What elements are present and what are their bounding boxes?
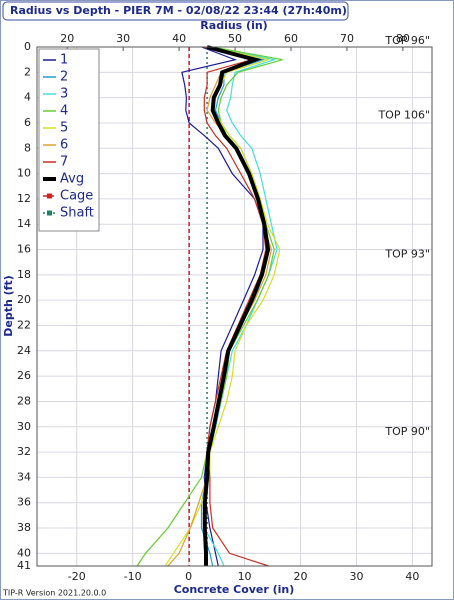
y-tick-label: 38 [17,521,31,534]
series-line [136,46,283,567]
x-tick-label-top: 20 [60,32,74,45]
legend-marker [47,193,52,199]
footer: TIP-R Version 2021.20.0.0 [2,589,106,598]
y-tick-label: 22 [17,318,31,331]
y-tick-label: 8 [24,141,31,154]
x2-tick-label: 10 [238,570,252,583]
annotation: TOP 90" [384,425,430,438]
y-tick-label: 40 [17,546,31,559]
x-tick-label-top: 40 [172,32,186,45]
annotation: TOP 96" [384,34,430,47]
x-tick-label-top: 50 [228,32,242,45]
x2-tick-label: 30 [349,570,363,583]
y-tick-label: 18 [17,268,31,281]
series-line [202,45,271,566]
series-line [181,46,264,567]
legend-label: 7 [60,155,68,170]
x-tick-label-top: 60 [284,32,298,45]
legend-box [38,48,100,232]
legend-label: 2 [60,70,68,85]
x2-tick-label: 0 [185,570,192,583]
legend-label: Avg [60,172,84,187]
x-axis-title-bottom: Concrete Cover (in) [174,583,295,596]
legend-label: 3 [60,87,68,102]
chart-title: Radius vs Depth - PIER 7M - 02/08/22 23:… [10,4,347,17]
x-axis-title-top: Radius (in) [200,19,267,32]
plot-border [36,46,433,567]
legend: 1 2 3 4 5 6 7 Avg Cage Shaft [38,48,100,232]
plot: TOP 96" TOP 106" TOP 93" TOP 90" [136,34,430,567]
x-tick-label-top: 80 [396,32,410,45]
x2-tick-label: -20 [68,570,86,583]
x2-tick-label: 20 [294,570,308,583]
y-tick-label: 14 [17,217,31,230]
y-tick-label: 12 [17,192,31,205]
x2-tick-label: 40 [405,570,419,583]
legend-label: Cage [60,189,93,204]
legend-label: 1 [60,53,68,68]
x-tick-label-top: 70 [340,32,354,45]
annotation: TOP 106" [377,108,430,121]
y-axis-title: Depth (ft) [2,275,15,336]
annotation: TOP 93" [384,248,430,261]
legend-label: 4 [60,104,68,119]
y-tick-label: 41 [17,559,31,572]
y-tick-label: 30 [17,420,31,433]
y-tick-label: 0 [24,40,31,53]
y-tick-label: 10 [17,167,31,180]
y-tick-label: 34 [17,470,31,483]
legend-label: 6 [60,138,68,153]
y-tick-label: 32 [17,445,31,458]
y-tick-label: 26 [17,369,31,382]
title-box [2,1,349,21]
legend-label: 5 [60,121,68,136]
y-tick-label: 24 [17,344,31,357]
x2-tick-label: -10 [124,570,142,583]
x-tick-label-top: 30 [116,32,130,45]
y-tick-label: 2 [24,65,31,78]
y-tick-label: 6 [24,116,31,129]
legend-marker [47,210,52,216]
y-tick-label: 36 [17,496,31,509]
legend-label: Shaft [60,206,94,221]
y-tick-label: 28 [17,394,31,407]
y-tick-label: 4 [24,91,31,104]
y-tick-label: 20 [17,293,31,306]
y-tick-label: 16 [17,243,31,256]
